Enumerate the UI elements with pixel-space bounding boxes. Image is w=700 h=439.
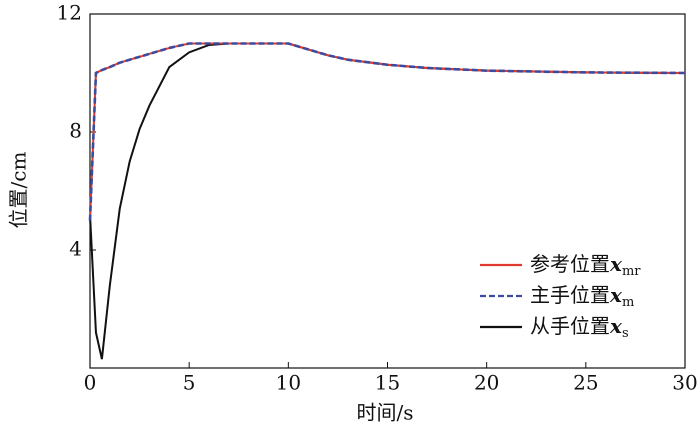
series-line: [89, 42, 686, 221]
y-axis-label: 位置/cm: [7, 152, 31, 229]
legend-symbol: x: [609, 314, 623, 338]
x-tick-label: 15: [375, 371, 400, 395]
x-tick-label: 0: [84, 371, 97, 395]
series-line: [88, 42, 686, 221]
x-tick-label: 10: [276, 371, 301, 395]
legend-subscript: s: [622, 326, 629, 341]
legend-subscript: m: [622, 295, 634, 310]
x-tick-label: 30: [672, 371, 697, 395]
x-tick-label: 5: [183, 371, 196, 395]
y-tick-label: 4: [69, 237, 82, 261]
y-tick-label: 12: [57, 1, 82, 25]
legend-symbol: x: [609, 252, 623, 276]
legend-label: 从手位置xs: [530, 314, 629, 341]
legend-name: 从手位置: [530, 314, 610, 338]
x-tick-label: 20: [474, 371, 499, 395]
x-axis-label: 时间/s: [356, 401, 413, 425]
legend-name: 主手位置: [530, 283, 610, 307]
legend-subscript: mr: [622, 264, 641, 279]
legend-label: 参考位置xmr: [530, 252, 641, 279]
series-line: [89, 42, 686, 360]
legend-symbol: x: [609, 283, 623, 307]
legend-name: 参考位置: [530, 252, 610, 276]
y-tick-label: 8: [69, 119, 82, 143]
legend-label: 主手位置xm: [530, 283, 634, 310]
x-tick-label: 25: [573, 371, 598, 395]
